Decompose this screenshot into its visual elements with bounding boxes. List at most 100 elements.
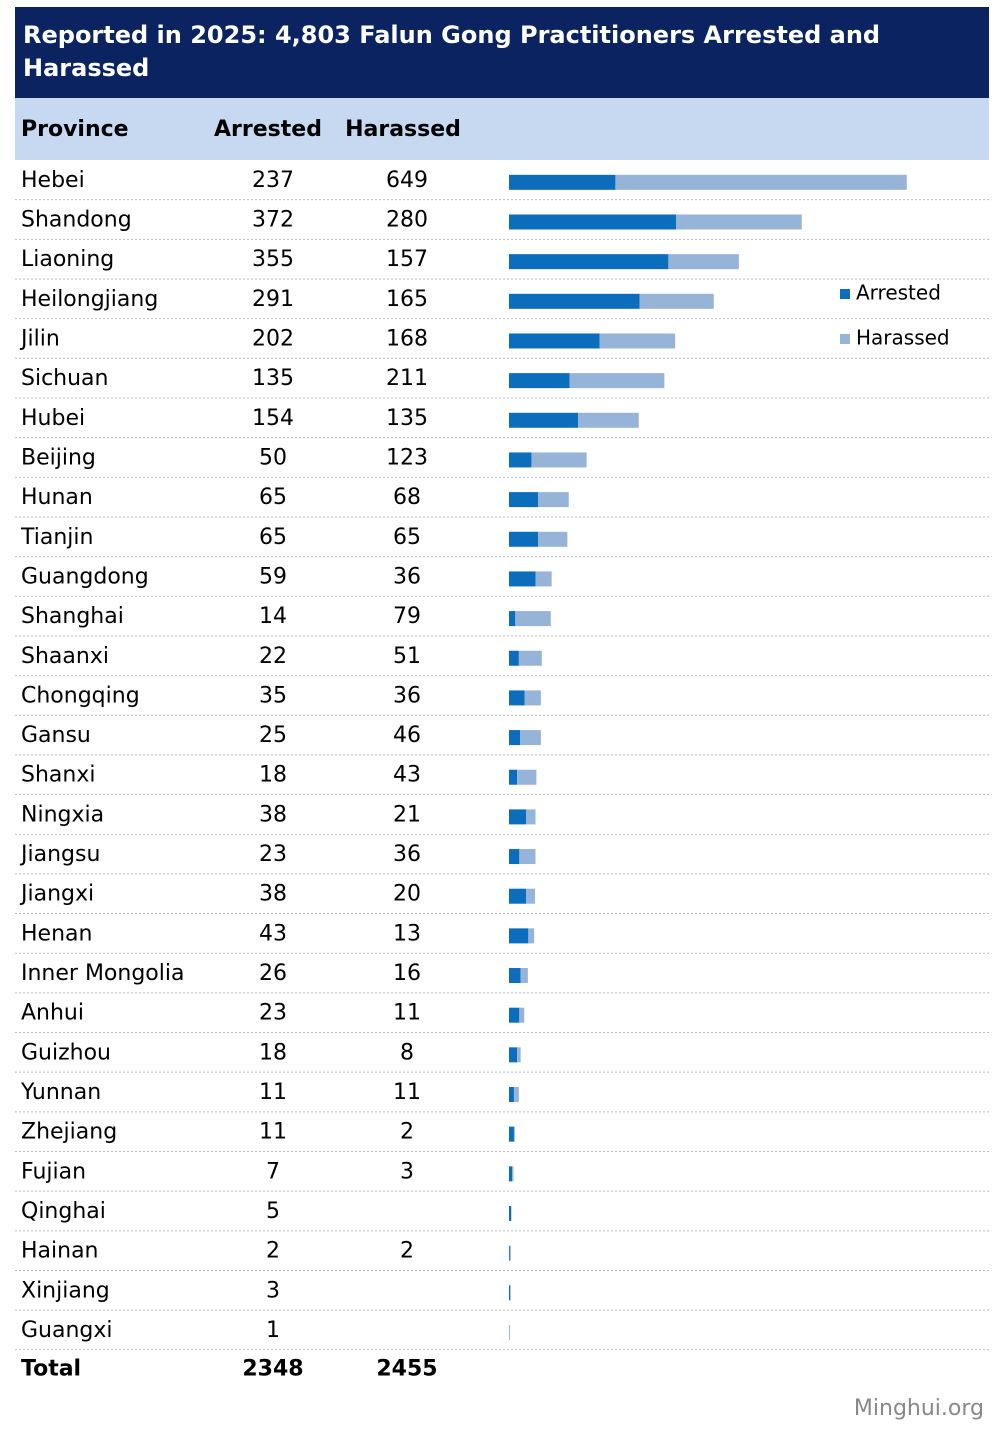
- bar-segment: [509, 928, 528, 943]
- bar-segment: [535, 571, 551, 586]
- province: Sichuan: [21, 366, 108, 391]
- cell-value: 211: [386, 366, 428, 391]
- province: Jiangxi: [19, 882, 94, 907]
- cell-value: 237: [252, 168, 294, 193]
- cell-value: 157: [386, 247, 428, 272]
- cell-value: 14: [259, 604, 287, 629]
- cell-value: 68: [393, 485, 421, 510]
- cell-value: 22: [259, 644, 287, 669]
- bar-segment: [526, 809, 535, 824]
- bar-segment: [509, 1285, 510, 1300]
- cell-value: 16: [393, 961, 421, 986]
- bar-segment: [509, 889, 526, 904]
- column-header: Harassed: [345, 117, 461, 142]
- bar-segment: [509, 968, 521, 983]
- legend-label: Arrested: [856, 281, 941, 305]
- province: Shaanxi: [21, 644, 109, 669]
- total-value: 2348: [242, 1357, 303, 1382]
- bar-segment: [600, 333, 675, 348]
- bar-segment: [509, 294, 640, 309]
- bar-segment: [531, 452, 586, 467]
- cell-value: 11: [393, 1080, 421, 1105]
- cell-value: 1: [266, 1318, 280, 1343]
- cell-value: 2: [400, 1239, 414, 1264]
- bar-segment: [512, 1166, 513, 1181]
- province: Zhejiang: [21, 1120, 117, 1145]
- bar-segment: [526, 889, 535, 904]
- cell-value: 13: [393, 921, 421, 946]
- province: Chongqing: [21, 683, 140, 708]
- bar-segment: [509, 1087, 514, 1102]
- bar-segment: [509, 1246, 510, 1261]
- province: Tianjin: [20, 525, 93, 550]
- bar-segment: [509, 690, 525, 705]
- cell-value: 79: [393, 604, 421, 629]
- cell-value: 135: [252, 366, 294, 391]
- province: Xinjiang: [21, 1278, 110, 1303]
- cell-value: 23: [259, 1001, 287, 1026]
- cell-value: 135: [386, 406, 428, 431]
- province: Inner Mongolia: [21, 961, 184, 986]
- cell-value: 11: [393, 1001, 421, 1026]
- header-bar: [15, 98, 989, 160]
- bar-segment: [517, 1047, 521, 1062]
- cell-value: 168: [386, 326, 428, 351]
- bar-segment: [519, 849, 535, 864]
- cell-value: 11: [259, 1120, 287, 1145]
- cell-value: 7: [266, 1159, 280, 1184]
- province: Ningxia: [21, 802, 104, 827]
- bar-segment: [509, 373, 570, 388]
- bar-segment: [520, 730, 541, 745]
- cell-value: 5: [266, 1199, 280, 1224]
- bar-segment: [509, 849, 519, 864]
- cell-value: 35: [259, 683, 287, 708]
- bar-segment: [509, 333, 600, 348]
- cell-value: 65: [393, 525, 421, 550]
- province: Jilin: [19, 326, 60, 351]
- province: Guangxi: [21, 1318, 113, 1343]
- bar-segment: [515, 611, 550, 626]
- bar-segment: [509, 809, 526, 824]
- cell-value: 355: [252, 247, 294, 272]
- column-header: Province: [21, 117, 129, 142]
- bar-segment: [509, 1047, 517, 1062]
- province: Guangdong: [21, 564, 149, 589]
- province: Beijing: [21, 445, 96, 470]
- province: Shanxi: [21, 763, 95, 788]
- cell-value: 18: [259, 1040, 287, 1065]
- cell-value: 372: [252, 207, 294, 232]
- cell-value: 65: [259, 525, 287, 550]
- cell-value: 46: [393, 723, 421, 748]
- total-label: Total: [21, 1357, 81, 1382]
- province: Hunan: [21, 485, 93, 510]
- province: Qinghai: [21, 1199, 106, 1224]
- province: Gansu: [21, 723, 91, 748]
- cell-value: 123: [386, 445, 428, 470]
- bar-segment: [509, 730, 520, 745]
- bar-segment: [517, 770, 536, 785]
- cell-value: 3: [400, 1159, 414, 1184]
- bar-segment: [521, 968, 528, 983]
- total-value: 2455: [376, 1357, 437, 1382]
- cell-value: 3: [266, 1278, 280, 1303]
- cell-value: 154: [252, 406, 294, 431]
- bar-segment: [509, 651, 519, 666]
- cell-value: 291: [252, 287, 294, 312]
- bar-segment: [509, 1008, 519, 1023]
- bar-segment: [509, 452, 531, 467]
- cell-value: 36: [393, 842, 421, 867]
- cell-value: 43: [259, 921, 287, 946]
- legend-swatch: [840, 289, 850, 299]
- bar-segment: [538, 492, 569, 507]
- cell-value: 38: [259, 882, 287, 907]
- cell-value: 2: [266, 1239, 280, 1264]
- cell-value: 50: [259, 445, 287, 470]
- cell-value: 26: [259, 961, 287, 986]
- cell-value: 202: [252, 326, 294, 351]
- province: Hainan: [21, 1239, 99, 1264]
- province: Fujian: [21, 1159, 86, 1184]
- cell-value: 20: [393, 882, 421, 907]
- province: Anhui: [21, 1001, 84, 1026]
- bar-segment: [578, 413, 639, 428]
